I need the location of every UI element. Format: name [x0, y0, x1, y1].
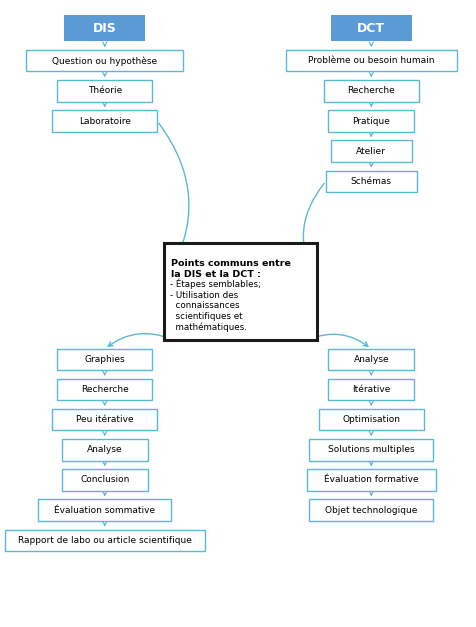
Text: Peu itérative: Peu itérative [76, 415, 134, 424]
FancyBboxPatch shape [38, 499, 171, 520]
Text: Atelier: Atelier [357, 147, 386, 155]
Text: Théorie: Théorie [88, 87, 122, 95]
FancyBboxPatch shape [328, 349, 414, 370]
FancyBboxPatch shape [57, 379, 152, 401]
FancyArrowPatch shape [309, 334, 368, 346]
FancyBboxPatch shape [328, 379, 414, 401]
FancyBboxPatch shape [52, 110, 157, 132]
FancyBboxPatch shape [309, 499, 433, 520]
Text: Rapport de labo ou article scientifique: Rapport de labo ou article scientifique [18, 535, 192, 545]
FancyBboxPatch shape [286, 50, 457, 71]
Text: Recherche: Recherche [347, 87, 395, 95]
Text: Schémas: Schémas [351, 177, 392, 186]
FancyBboxPatch shape [52, 409, 157, 430]
Text: Optimisation: Optimisation [342, 415, 400, 424]
Text: Pratique: Pratique [352, 117, 390, 125]
FancyBboxPatch shape [319, 409, 424, 430]
Text: DCT: DCT [357, 22, 385, 34]
FancyBboxPatch shape [324, 80, 419, 102]
Text: Analyse: Analyse [354, 355, 389, 364]
FancyArrowPatch shape [108, 334, 171, 346]
FancyBboxPatch shape [5, 529, 205, 551]
Text: Solutions multiples: Solutions multiples [328, 445, 415, 455]
FancyBboxPatch shape [57, 349, 152, 370]
Text: Évaluation sommative: Évaluation sommative [54, 505, 155, 515]
FancyBboxPatch shape [328, 110, 414, 132]
FancyBboxPatch shape [326, 171, 416, 192]
Text: Points communs entre
la DIS et la DCT :: Points communs entre la DIS et la DCT : [171, 260, 291, 278]
Text: Objet technologique: Objet technologique [325, 505, 417, 515]
FancyBboxPatch shape [64, 15, 145, 41]
Text: Évaluation formative: Évaluation formative [324, 475, 418, 485]
Text: DIS: DIS [93, 22, 117, 34]
Text: Itérative: Itérative [352, 385, 390, 394]
Text: Analyse: Analyse [87, 445, 122, 455]
Text: Laboratoire: Laboratoire [79, 117, 130, 125]
Text: Recherche: Recherche [81, 385, 129, 394]
FancyBboxPatch shape [164, 243, 317, 340]
FancyBboxPatch shape [307, 469, 436, 490]
Text: Conclusion: Conclusion [80, 475, 129, 485]
Text: Graphies: Graphies [84, 355, 125, 364]
FancyBboxPatch shape [26, 50, 183, 71]
FancyBboxPatch shape [62, 439, 148, 460]
FancyArrowPatch shape [303, 183, 324, 280]
Text: Problème ou besoin humain: Problème ou besoin humain [308, 56, 435, 65]
FancyArrowPatch shape [159, 124, 189, 280]
FancyBboxPatch shape [331, 140, 412, 162]
FancyBboxPatch shape [57, 80, 152, 102]
FancyBboxPatch shape [62, 469, 148, 490]
FancyBboxPatch shape [309, 439, 433, 460]
Text: Question ou hypothèse: Question ou hypothèse [52, 56, 157, 66]
Text: - Étapes semblables;
- Utilisation des
  connaissances
  scientifiques et
  math: - Étapes semblables; - Utilisation des c… [170, 279, 261, 332]
FancyBboxPatch shape [331, 15, 412, 41]
